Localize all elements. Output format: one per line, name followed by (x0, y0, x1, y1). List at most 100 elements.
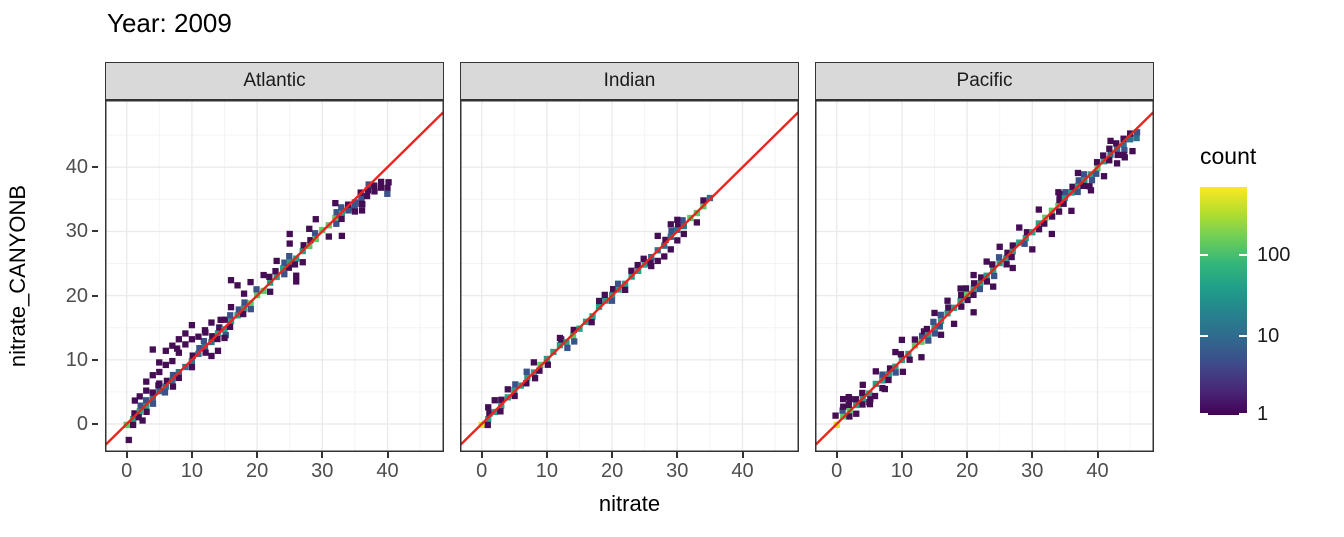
bin (214, 335, 221, 343)
legend-colorbar (1200, 187, 1247, 415)
x-tick-label: 10 (535, 460, 559, 482)
bin (661, 253, 668, 260)
bin (1074, 169, 1082, 177)
bin (227, 277, 235, 284)
bin (1086, 183, 1093, 190)
bin (247, 278, 254, 286)
bin (240, 290, 248, 297)
bin (227, 304, 235, 311)
bin (621, 286, 629, 293)
bin (285, 264, 293, 271)
bin (182, 341, 189, 348)
bin (351, 208, 359, 215)
bin (1023, 229, 1031, 236)
bin (351, 205, 358, 212)
facet-strip: Indian (460, 62, 799, 100)
x-tick-label: 40 (376, 460, 399, 482)
bin (964, 296, 971, 304)
bin (272, 268, 279, 275)
bin (293, 272, 300, 279)
bin (595, 303, 603, 310)
bin (853, 410, 860, 417)
x-tick-mark (480, 452, 483, 458)
bin (201, 327, 209, 334)
facet-strip: Pacific (815, 62, 1154, 100)
bin (899, 368, 907, 375)
bin (523, 368, 530, 375)
bin (654, 232, 661, 240)
bin (162, 347, 169, 354)
y-tick-mark (92, 166, 98, 169)
bin (338, 204, 345, 211)
identity-line (105, 110, 444, 447)
bin (885, 376, 892, 384)
legend-title: count (1200, 143, 1257, 169)
x-tick-mark (1031, 452, 1034, 458)
x-tick-mark (545, 452, 548, 458)
facet-panel (105, 100, 444, 452)
bin (1093, 159, 1101, 166)
bin (306, 242, 313, 250)
bin (1069, 183, 1076, 190)
bin (209, 333, 216, 340)
bin (962, 285, 970, 292)
bin (674, 237, 681, 244)
bin (530, 359, 538, 366)
x-tick-label: 0 (121, 460, 133, 482)
bin (872, 368, 879, 375)
bin (385, 179, 392, 186)
bin (504, 386, 511, 393)
bin (1133, 134, 1140, 142)
bin (188, 336, 196, 343)
bin (196, 344, 203, 352)
bin (1035, 226, 1043, 233)
bin (208, 352, 215, 360)
bin (845, 401, 852, 409)
bin (511, 387, 518, 394)
facet-pacific: Pacific 0 10 20 30 40 (815, 62, 1154, 492)
bin (512, 381, 519, 388)
legend-tick-mark (1239, 334, 1247, 337)
bin (970, 291, 977, 299)
bin (923, 325, 931, 333)
facet-indian: Indian 0 10 20 30 40 (460, 62, 799, 492)
bin (937, 331, 945, 338)
bin (169, 342, 176, 349)
x-tick-mark (835, 452, 838, 458)
legend-tick-mark (1239, 413, 1247, 415)
bin (188, 364, 196, 371)
bin (169, 377, 176, 384)
bin (906, 356, 913, 363)
bin (846, 395, 853, 403)
y-axis-ticks: 0 10 20 30 40 (56, 100, 98, 452)
bin (377, 178, 385, 186)
bin (1120, 151, 1127, 159)
bin (1008, 253, 1015, 261)
bin (358, 207, 366, 214)
bin (149, 372, 156, 379)
bin (1106, 157, 1113, 164)
bin (156, 359, 163, 366)
bin (634, 261, 641, 269)
bin (970, 309, 977, 316)
bin (609, 286, 617, 293)
bin (169, 371, 177, 379)
bin (990, 283, 997, 290)
bin (131, 397, 139, 404)
bin (866, 399, 873, 406)
bin (1120, 135, 1127, 142)
bin (345, 207, 352, 214)
bin (970, 280, 978, 287)
bin (931, 309, 938, 317)
x-tick-mark (125, 452, 128, 458)
bin (286, 230, 293, 238)
bin (1048, 230, 1056, 238)
bin (628, 267, 635, 274)
bin (266, 273, 273, 281)
bin (1100, 152, 1107, 159)
bin (363, 192, 371, 200)
y-tick-label: 40 (65, 156, 88, 179)
bin (217, 316, 224, 323)
bin (260, 287, 267, 295)
bin (306, 225, 313, 232)
